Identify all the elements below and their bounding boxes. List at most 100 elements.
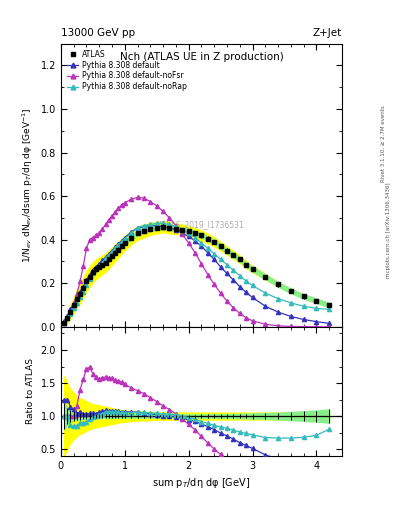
Pythia 8.308 default [154,222,159,228]
Pythia 8.308 default-noFsr [237,310,242,316]
Pythia 8.308 default [78,289,83,295]
Pythia 8.308 default-noFsr [84,245,89,251]
Pythia 8.308 default-noRap [78,294,83,301]
Pythia 8.308 default [218,264,223,270]
Pythia 8.308 default-noFsr [148,199,152,205]
Pythia 8.308 default-noFsr [62,319,66,326]
Pythia 8.308 default-noFsr [87,237,92,243]
Pythia 8.308 default-noFsr [231,305,236,311]
Pythia 8.308 default-noRap [167,221,172,227]
Pythia 8.308 default-noFsr [94,232,98,239]
Pythia 8.308 default-noFsr [78,278,83,284]
Pythia 8.308 default-noFsr [161,208,165,215]
Pythia 8.308 default-noFsr [314,324,319,330]
Pythia 8.308 default-noFsr [141,195,146,201]
Pythia 8.308 default-noFsr [225,298,230,304]
Pythia 8.308 default-noFsr [180,231,185,238]
Pythia 8.308 default-noRap [110,249,114,255]
Pythia 8.308 default-noRap [250,283,255,289]
Pythia 8.308 default-noFsr [116,205,121,211]
Pythia 8.308 default-noFsr [212,281,217,287]
Pythia 8.308 default-noRap [65,315,70,321]
Pythia 8.308 default [231,277,236,283]
Pythia 8.308 default-noFsr [288,324,293,330]
Pythia 8.308 default-noRap [193,234,197,241]
Pythia 8.308 default [135,225,140,231]
Pythia 8.308 default-noRap [84,283,89,289]
Pythia 8.308 default-noRap [123,236,127,242]
Pythia 8.308 default [84,277,89,283]
Pythia 8.308 default [148,222,152,228]
Pythia 8.308 default [180,230,185,236]
Pythia 8.308 default-noFsr [97,230,101,236]
Pythia 8.308 default-noRap [107,252,111,258]
Pythia 8.308 default-noFsr [68,309,73,315]
Pythia 8.308 default-noRap [212,251,217,257]
Pythia 8.308 default-noRap [263,290,268,296]
Pythia 8.308 default-noFsr [81,263,86,269]
Pythia 8.308 default [212,256,217,262]
Text: ATLAS_2019_I1736531: ATLAS_2019_I1736531 [158,220,245,229]
Pythia 8.308 default [87,271,92,278]
Pythia 8.308 default [263,303,268,309]
Pythia 8.308 default [90,267,95,273]
Text: 13000 GeV pp: 13000 GeV pp [61,28,135,38]
Y-axis label: 1/N$_{ev}$ dN$_{ev}$/dsum p$_T$/dη dφ [GeV$^{-1}$]: 1/N$_{ev}$ dN$_{ev}$/dsum p$_T$/dη dφ [G… [21,108,35,263]
Pythia 8.308 default [116,241,121,247]
Pythia 8.308 default-noFsr [113,209,118,216]
Line: Pythia 8.308 default-noFsr: Pythia 8.308 default-noFsr [62,195,331,329]
Pythia 8.308 default [119,238,124,244]
Pythia 8.308 default-noFsr [301,324,306,330]
Pythia 8.308 default [301,316,306,323]
Pythia 8.308 default-noFsr [276,323,281,329]
Pythia 8.308 default [193,238,197,244]
Pythia 8.308 default-noRap [327,306,332,312]
Pythia 8.308 default-noFsr [65,315,70,321]
Pythia 8.308 default [62,318,66,325]
Pythia 8.308 default-noFsr [206,271,210,278]
Pythia 8.308 default [225,270,230,276]
Pythia 8.308 default-noRap [119,239,124,245]
Y-axis label: Ratio to ATLAS: Ratio to ATLAS [26,358,35,424]
Pythia 8.308 default [161,224,165,230]
Text: Rivet 3.1.10, ≥ 2.7M events: Rivet 3.1.10, ≥ 2.7M events [381,105,386,182]
Pythia 8.308 default [107,251,111,257]
Pythia 8.308 default-noFsr [135,194,140,200]
Pythia 8.308 default-noRap [180,227,185,233]
Pythia 8.308 default-noRap [276,295,281,302]
Pythia 8.308 default-noRap [113,245,118,251]
Pythia 8.308 default-noRap [174,224,178,230]
Pythia 8.308 default-noFsr [107,217,111,223]
Pythia 8.308 default [72,300,76,306]
Pythia 8.308 default [199,243,204,249]
Pythia 8.308 default [75,294,79,301]
Pythia 8.308 default [206,250,210,256]
Pythia 8.308 default-noFsr [167,215,172,221]
Legend: ATLAS, Pythia 8.308 default, Pythia 8.308 default-noFsr, Pythia 8.308 default-no: ATLAS, Pythia 8.308 default, Pythia 8.30… [65,47,189,94]
Pythia 8.308 default-noRap [135,225,140,231]
Pythia 8.308 default [237,284,242,290]
Pythia 8.308 default [100,258,105,264]
Line: Pythia 8.308 default-noRap: Pythia 8.308 default-noRap [62,221,331,325]
Pythia 8.308 default-noFsr [193,250,197,256]
Pythia 8.308 default-noRap [141,222,146,228]
Pythia 8.308 default [113,244,118,250]
Pythia 8.308 default [94,264,98,270]
Pythia 8.308 default-noFsr [129,196,134,202]
Pythia 8.308 default [81,284,86,290]
Pythia 8.308 default-noFsr [75,291,79,297]
Pythia 8.308 default-noRap [103,255,108,261]
Pythia 8.308 default-noRap [206,245,210,251]
Pythia 8.308 default [110,247,114,253]
Pythia 8.308 default-noRap [231,267,236,273]
Pythia 8.308 default-noFsr [174,222,178,228]
Pythia 8.308 default-noRap [129,230,134,236]
Pythia 8.308 default [167,225,172,231]
Pythia 8.308 default-noRap [237,272,242,279]
Pythia 8.308 default-noRap [62,319,66,326]
Pythia 8.308 default-noFsr [100,226,105,232]
Pythia 8.308 default-noRap [87,276,92,282]
Pythia 8.308 default [186,233,191,240]
Pythia 8.308 default-noFsr [327,324,332,330]
Pythia 8.308 default-noRap [97,263,101,269]
